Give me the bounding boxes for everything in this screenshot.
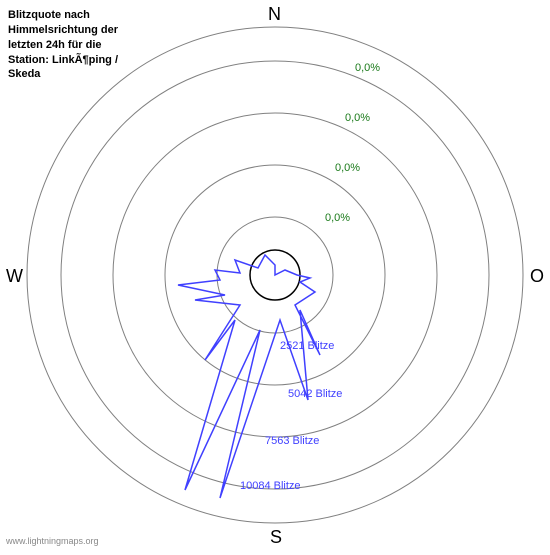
- cardinal-n: N: [268, 4, 281, 25]
- polar-chart: [0, 0, 550, 550]
- percent-label-0: 0,0%: [325, 212, 350, 224]
- blitze-label-0: 2521 Blitze: [280, 340, 334, 352]
- footer-link: www.lightningmaps.org: [6, 536, 99, 546]
- chart-svg: [0, 0, 550, 550]
- percent-label-1: 0,0%: [335, 162, 360, 174]
- blitze-label-2: 7563 Blitze: [265, 435, 319, 447]
- percent-label-2: 0,0%: [345, 112, 370, 124]
- cardinal-w: W: [6, 266, 23, 287]
- cardinal-o: O: [530, 266, 544, 287]
- blitze-label-3: 10084 Blitze: [240, 480, 301, 492]
- blitze-label-1: 5042 Blitze: [288, 388, 342, 400]
- cardinal-s: S: [270, 527, 282, 548]
- percent-label-3: 0,0%: [355, 62, 380, 74]
